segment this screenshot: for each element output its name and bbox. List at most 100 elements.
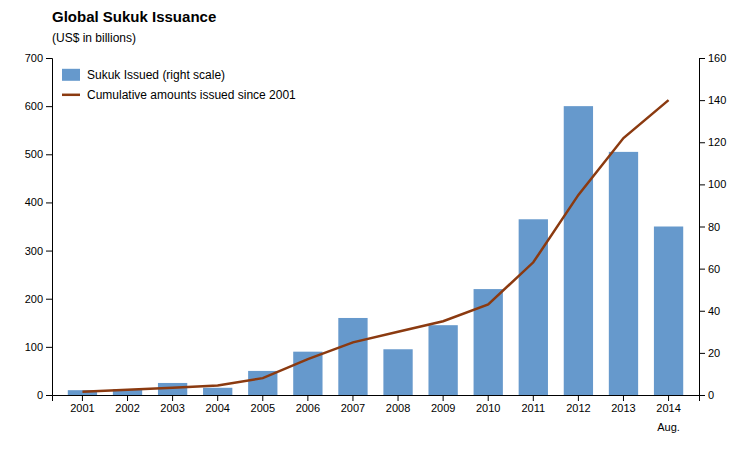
y-axis: 0100200300400500600700 xyxy=(25,52,53,401)
plot: 2001200220032004200520062007200820092010… xyxy=(25,52,727,433)
tick-mark xyxy=(699,311,705,312)
y-tick: 600 xyxy=(25,100,52,112)
y-tick: 200 xyxy=(25,293,52,305)
subtitle: (US$ in billions) xyxy=(52,31,136,45)
tick-label: 2014 xyxy=(656,402,680,414)
tick-mark xyxy=(699,142,705,143)
x-tick: 2006 xyxy=(296,395,320,414)
tick-mark xyxy=(488,395,489,401)
tick-label: 2010 xyxy=(476,402,500,414)
tick-mark xyxy=(533,395,534,401)
tick-label: 80 xyxy=(708,221,720,233)
tick-label: 2005 xyxy=(251,402,275,414)
annotation: Aug. xyxy=(657,421,680,433)
tick-label: 2002 xyxy=(115,402,139,414)
x-tick: 2010 xyxy=(476,395,500,414)
tick-label: 200 xyxy=(25,293,43,305)
tick-mark xyxy=(46,251,52,252)
tick-label: 2007 xyxy=(341,402,365,414)
y2-tick: 20 xyxy=(699,347,720,359)
y2-tick: 100 xyxy=(699,178,726,190)
bar xyxy=(609,152,638,395)
marks xyxy=(68,100,683,395)
tick-label: 2009 xyxy=(431,402,455,414)
x-tick: 2009 xyxy=(431,395,455,414)
y-tick: 500 xyxy=(25,148,52,160)
line xyxy=(82,100,668,392)
tick-label: 120 xyxy=(708,136,726,148)
bar xyxy=(564,106,593,395)
tick-mark xyxy=(699,269,705,270)
tick-mark xyxy=(46,58,52,59)
tick-label: 2004 xyxy=(205,402,229,414)
y-tick: 0 xyxy=(37,389,52,401)
y2-tick: 40 xyxy=(699,305,720,317)
tick-label: 40 xyxy=(708,305,720,317)
x-tick: 2004 xyxy=(205,395,229,414)
y-tick: 400 xyxy=(25,196,52,208)
bar xyxy=(654,227,683,396)
bar xyxy=(338,318,367,395)
tick-mark xyxy=(46,202,52,203)
tick-mark xyxy=(262,395,263,401)
tick-label: 2003 xyxy=(160,402,184,414)
tick-label: 500 xyxy=(25,148,43,160)
x-tick: 2003 xyxy=(160,395,184,414)
legend-item: Cumulative amounts issued since 2001 xyxy=(62,88,296,102)
y2-tick: 140 xyxy=(699,94,726,106)
chart: Global Sukuk Issuance (US$ in billions) 20… xyxy=(0,0,751,449)
x-tick: 2007 xyxy=(341,395,365,414)
tick-label: 2006 xyxy=(296,402,320,414)
tick-label: 300 xyxy=(25,245,43,257)
x-tick: 2012 xyxy=(566,395,590,414)
x-tick: 2002 xyxy=(115,395,139,414)
y-tick: 100 xyxy=(25,341,52,353)
tick-label: 2001 xyxy=(70,402,94,414)
legend-item: Sukuk Issued (right scale) xyxy=(62,68,225,82)
tick-mark xyxy=(307,395,308,401)
y2-tick: 0 xyxy=(699,389,714,401)
tick-label: 160 xyxy=(708,52,726,64)
tick-label: 600 xyxy=(25,100,43,112)
legend-label: Cumulative amounts issued since 2001 xyxy=(87,88,296,102)
tick-mark xyxy=(699,184,705,185)
x-tick: 2013 xyxy=(611,395,635,414)
tick-mark xyxy=(172,395,173,401)
x-tick: 2011 xyxy=(521,395,545,414)
y2-tick: 160 xyxy=(699,52,726,64)
x-tick: 2001 xyxy=(70,395,94,414)
tick-mark xyxy=(699,395,705,396)
bar xyxy=(203,388,232,395)
legend-swatch xyxy=(62,94,80,97)
y2-tick: 120 xyxy=(699,136,726,148)
tick-mark xyxy=(127,395,128,401)
tick-mark xyxy=(699,353,705,354)
tick-mark xyxy=(699,58,705,59)
x-axis: 2001 2002 2003 2004 2005 2006 2007 2008 2009 2010… xyxy=(53,395,700,414)
tick-label: 400 xyxy=(25,196,43,208)
tick-mark xyxy=(46,299,52,300)
x-tick: 2005 xyxy=(251,395,275,414)
bar xyxy=(428,325,457,395)
title: Global Sukuk Issuance xyxy=(52,8,216,25)
legend-swatch xyxy=(62,69,80,81)
tick-label: 60 xyxy=(708,263,720,275)
tick-mark xyxy=(82,395,83,401)
bar xyxy=(383,349,412,395)
tick-label: 100 xyxy=(708,178,726,190)
tick-label: 0 xyxy=(708,389,714,401)
y2-axis: 0 20 40 60 80 100 120 140 160 xyxy=(699,52,726,401)
legend-label: Sukuk Issued (right scale) xyxy=(87,68,225,82)
tick-label: 0 xyxy=(37,389,43,401)
tick-mark xyxy=(443,395,444,401)
tick-mark xyxy=(398,395,399,401)
y2-tick: 80 xyxy=(699,221,720,233)
tick-mark xyxy=(578,395,579,401)
x-tick: 2014 xyxy=(656,395,680,414)
tick-label: 20 xyxy=(708,347,720,359)
tick-mark xyxy=(352,395,353,401)
tick-mark xyxy=(699,227,705,228)
axis-line xyxy=(53,396,700,402)
tick-mark xyxy=(46,395,52,396)
x-tick: 2008 xyxy=(386,395,410,414)
